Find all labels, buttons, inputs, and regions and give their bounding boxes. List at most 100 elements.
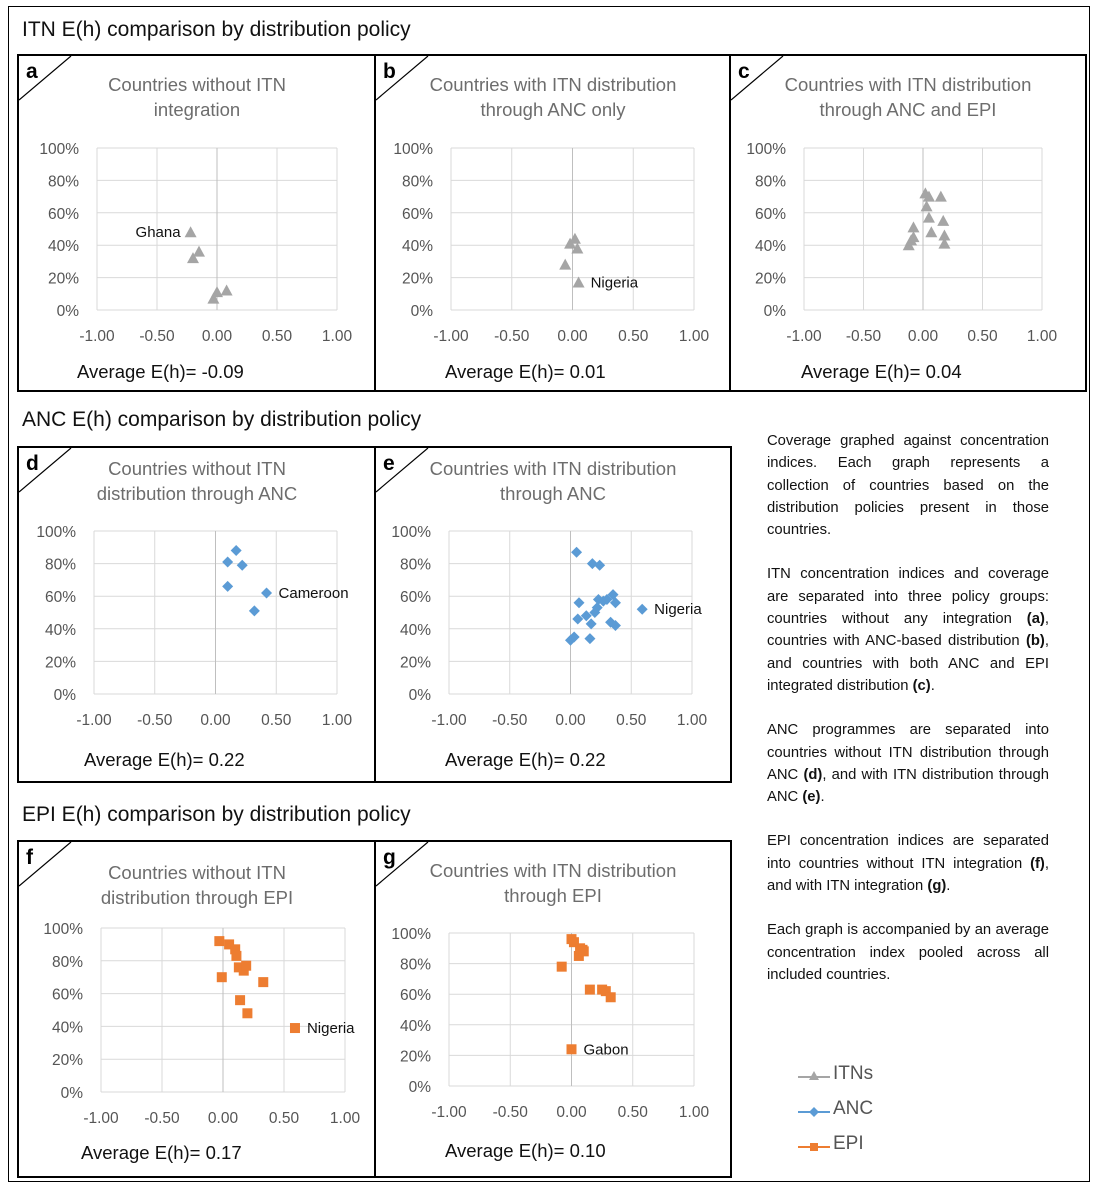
data-point-square — [235, 995, 246, 1006]
x-tick-label: -1.00 — [786, 328, 822, 345]
data-point-triangle — [187, 252, 199, 264]
point-annotation: Nigeria — [591, 274, 639, 291]
data-point-square — [230, 944, 241, 955]
data-point-triangle — [937, 214, 950, 226]
chart-panel-e: 0% 20% 40% 60% 80% 100% -1.00 -0.50 0.00 0.50 1.00… — [374, 446, 732, 783]
x-tick-label: -0.50 — [493, 1104, 529, 1121]
data-point-triangle — [934, 190, 947, 202]
x-tick-label: 0.50 — [269, 1110, 300, 1127]
panel-corner-line — [19, 448, 72, 493]
y-tick-label: 60% — [52, 987, 83, 1004]
x-tick-label: -0.50 — [494, 328, 530, 345]
data-point-triangle — [938, 229, 951, 241]
chart-panel-f: 0% 20% 40% 60% 80% 100% -1.00 -0.50 0.00 0.50 1.00… — [17, 840, 377, 1178]
data-point-diamond — [607, 589, 619, 601]
x-tick-label: -1.00 — [431, 712, 467, 729]
data-point-diamond — [591, 602, 603, 614]
chart-e-average: Average E(h)= 0.22 — [445, 749, 606, 770]
x-tick-label: -0.50 — [846, 328, 882, 345]
chart-d-average: Average E(h)= 0.22 — [84, 749, 245, 770]
epi-section-title: EPI E(h) comparison by distribution poli… — [22, 803, 411, 826]
anc-section-title: ANC E(h) comparison by distribution poli… — [22, 408, 422, 431]
legend-label-itns: ITNs — [833, 1063, 874, 1084]
data-point-triangle — [207, 292, 220, 304]
y-tick-label: 20% — [400, 1048, 431, 1065]
chart-c: 0% 20% 40% 60% 80% 100% -1.00 -0.50 0.00 0.50 1.00 — [731, 56, 1057, 345]
triangle-marker-icon — [798, 1071, 830, 1080]
x-tick-label: 0.50 — [262, 328, 293, 345]
data-point-square — [584, 984, 595, 995]
data-point-diamond — [609, 620, 621, 632]
y-tick-label: 80% — [52, 954, 83, 971]
chart-g-average: Average E(h)= 0.10 — [445, 1140, 606, 1161]
chart-panel-g: 0% 20% 40% 60% 80% 100% -1.00 -0.50 0.00 0.50 1.00… — [374, 840, 732, 1178]
legend-label-anc: ANC — [833, 1098, 874, 1119]
y-tick-label: 0% — [764, 303, 787, 320]
data-point-square — [216, 972, 227, 983]
point-annotation: Cameroon — [279, 585, 349, 602]
data-point-triangle — [193, 245, 205, 257]
data-point-triangle — [220, 284, 233, 296]
data-point-diamond — [568, 631, 580, 643]
data-point-square — [556, 961, 567, 972]
y-tick-label: 100% — [391, 926, 431, 943]
x-tick-label: 1.00 — [322, 328, 353, 345]
description-paragraph-1: Coverage graphed against concentration i… — [767, 433, 1049, 539]
chart-d-title: Countries without ITN distribution throu… — [96, 458, 298, 504]
figure-description: Coverage graphed against concentration i… — [767, 430, 1049, 1008]
legend-item-epi: EPI — [796, 1132, 916, 1162]
x-tick-label: 0.00 — [208, 1110, 239, 1127]
y-tick-label: 100% — [393, 141, 433, 158]
x-tick-label: 1.00 — [330, 1110, 361, 1127]
data-point-square — [578, 946, 589, 957]
x-tick-label: 0.00 — [555, 712, 586, 729]
x-tick-label: -1.00 — [76, 712, 112, 729]
chart-b-average: Average E(h)= 0.01 — [445, 361, 606, 382]
data-point-triangle — [907, 231, 920, 243]
legend-label-epi: EPI — [833, 1133, 864, 1154]
data-point-diamond — [248, 605, 260, 617]
data-point-triangle — [925, 226, 938, 238]
data-point-triangle — [922, 190, 935, 202]
x-tick-label: 0.50 — [967, 328, 998, 345]
data-point-triangle — [938, 237, 951, 249]
legend-item-anc: ANC — [796, 1097, 916, 1127]
x-tick-label: 0.50 — [261, 712, 292, 729]
chart-panel-b: 0% 20% 40% 60% 80% 100% -1.00 -0.50 0.00 0.50 1.00… — [374, 54, 732, 392]
x-tick-label: -1.00 — [79, 328, 115, 345]
data-point-diamond — [584, 633, 596, 645]
chart-panel-d: 0% 20% 40% 60% 80% 100% -1.00 -0.50 0.00 0.50 1.00… — [17, 446, 377, 783]
data-point-triangle — [572, 276, 585, 288]
y-tick-label: 80% — [45, 557, 76, 574]
x-tick-label: 0.00 — [200, 712, 231, 729]
y-tick-label: 60% — [400, 987, 431, 1004]
chart-f: 0% 20% 40% 60% 80% 100% -1.00 -0.50 0.00 0.50 1.00… — [19, 842, 361, 1127]
y-tick-label: 40% — [48, 238, 79, 255]
data-point-triangle — [211, 286, 223, 298]
y-tick-label: 40% — [755, 238, 786, 255]
data-point-diamond — [585, 618, 597, 630]
data-point-square — [231, 950, 242, 961]
data-point-diamond — [580, 610, 592, 622]
y-tick-label: 100% — [43, 921, 83, 938]
panel-corner-line — [376, 842, 429, 887]
y-tick-label: 100% — [746, 141, 786, 158]
data-point-square — [566, 1044, 577, 1055]
x-tick-label: -0.50 — [492, 712, 528, 729]
point-annotation: Nigeria — [307, 1020, 355, 1037]
panel-letter-c: c — [738, 60, 750, 83]
y-tick-label: 0% — [409, 687, 432, 704]
y-tick-label: 40% — [45, 622, 76, 639]
x-tick-label: 0.50 — [618, 1104, 649, 1121]
x-tick-label: -0.50 — [137, 712, 173, 729]
y-tick-label: 80% — [400, 557, 431, 574]
y-tick-label: 40% — [400, 1018, 431, 1035]
description-paragraph-5: Each graph is accompanied by an average … — [767, 922, 1049, 983]
y-tick-label: 40% — [52, 1019, 83, 1036]
x-tick-label: 0.00 — [557, 328, 588, 345]
panel-letter-f: f — [26, 846, 33, 869]
chart-g-title: Countries with ITN distribution through … — [429, 860, 677, 906]
data-point-triangle — [920, 200, 933, 212]
y-tick-label: 100% — [39, 141, 79, 158]
panel-letter-a: a — [26, 60, 38, 83]
